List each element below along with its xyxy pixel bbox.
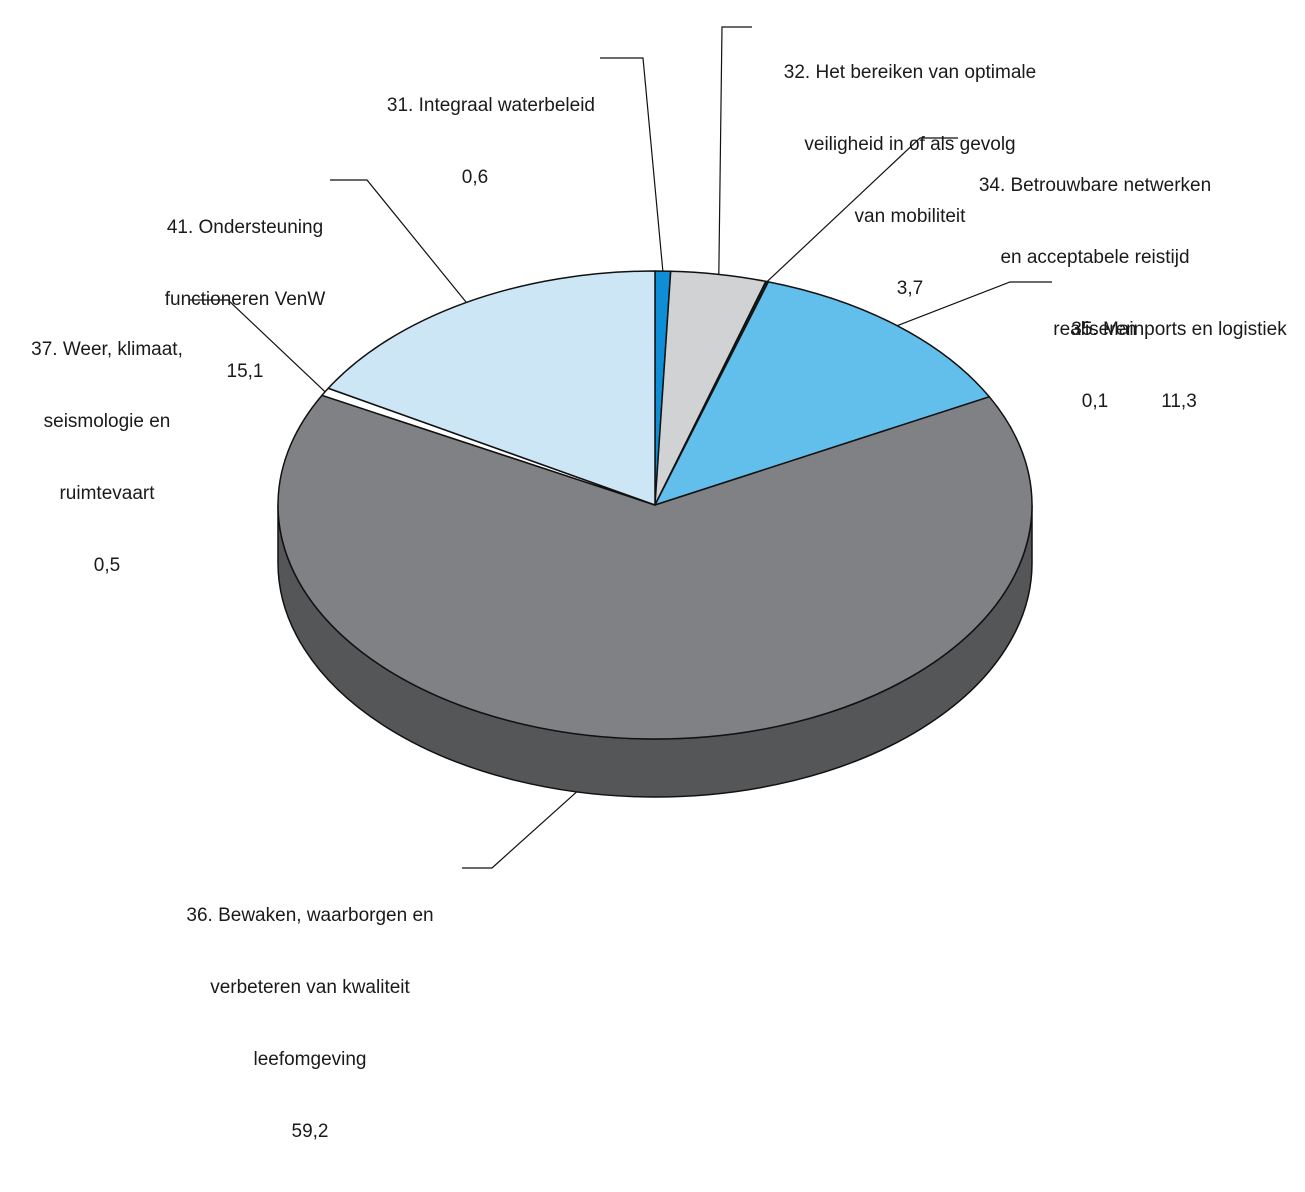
label-31-value: 0,6 (461, 167, 489, 188)
label-32-line-2: veiligheid in of als gevolg (804, 134, 1016, 155)
leader-line-35 (897, 281, 1052, 327)
label-slice-34: 34. Betrouwbare netwerken en acceptabele… (960, 126, 1230, 462)
pie-slice-41 (327, 270, 656, 506)
label-41-value: 15,1 (226, 361, 264, 382)
label-slice-41: 41. Ondersteuning functioneren VenW 15,1 (145, 168, 345, 432)
pie-chart: 31. Integraal waterbeleid 0,6 32. Het be… (22, 13, 1304, 1142)
label-34-line-1: 34. Betrouwbare netwerken (978, 175, 1212, 196)
leader-line-41 (330, 179, 467, 303)
label-37-line-2: seismologie en (43, 411, 171, 432)
pie-chart-svg (190, 26, 1052, 869)
label-slice-31: 31. Integraal waterbeleid 0,6 (355, 46, 595, 238)
label-41-line-1: 41. Ondersteuning (166, 217, 324, 238)
label-37-value: 0,5 (93, 555, 121, 576)
label-36-line-2: verbeteren van kwaliteit (210, 977, 410, 998)
leader-line-31 (600, 57, 664, 272)
pie-slice-36 (277, 394, 1033, 740)
label-32-value: 3,7 (896, 278, 924, 299)
label-32-line-1: 32. Het bereiken van optimale (783, 62, 1037, 83)
label-slice-32: 32. Het bereiken van optimale veiligheid… (755, 13, 1065, 349)
label-34-line-2: en acceptabele reistijd (1000, 247, 1190, 268)
label-slice-35: 35. Mainports en logistiek 11,3 (1054, 270, 1304, 462)
label-31-name: 31. Integraal waterbeleid (386, 95, 595, 116)
pie-slice-35 (654, 281, 991, 506)
label-34-value: 0,1 (1081, 391, 1109, 412)
label-36-line-1: 36. Bewaken, waarborgen en (186, 905, 434, 926)
label-35-name: 35. Mainports en logistiek (1071, 319, 1287, 340)
label-41-line-2: functioneren VenW (164, 289, 326, 310)
label-32-line-3: van mobiliteit (854, 206, 966, 227)
leader-line-32 (718, 26, 752, 275)
leader-lines-group (190, 26, 1052, 869)
leader-line-34 (766, 137, 958, 283)
leader-line-37 (190, 299, 326, 393)
label-slice-37: 37. Weer, klimaat, seismologie en ruimte… (22, 290, 192, 626)
label-36-value: 59,2 (291, 1121, 329, 1142)
label-34-line-3: realiseren (1053, 319, 1137, 340)
pie-top-group (277, 270, 1033, 740)
label-37-line-1: 37. Weer, klimaat, (31, 339, 183, 360)
label-slice-36: 36. Bewaken, waarborgen en verbeteren va… (160, 856, 460, 1192)
label-36-line-3: leefomgeving (253, 1049, 367, 1070)
label-35-value: 11,3 (1161, 391, 1197, 412)
label-37-line-3: ruimtevaart (59, 483, 155, 504)
leader-line-36 (462, 791, 578, 869)
